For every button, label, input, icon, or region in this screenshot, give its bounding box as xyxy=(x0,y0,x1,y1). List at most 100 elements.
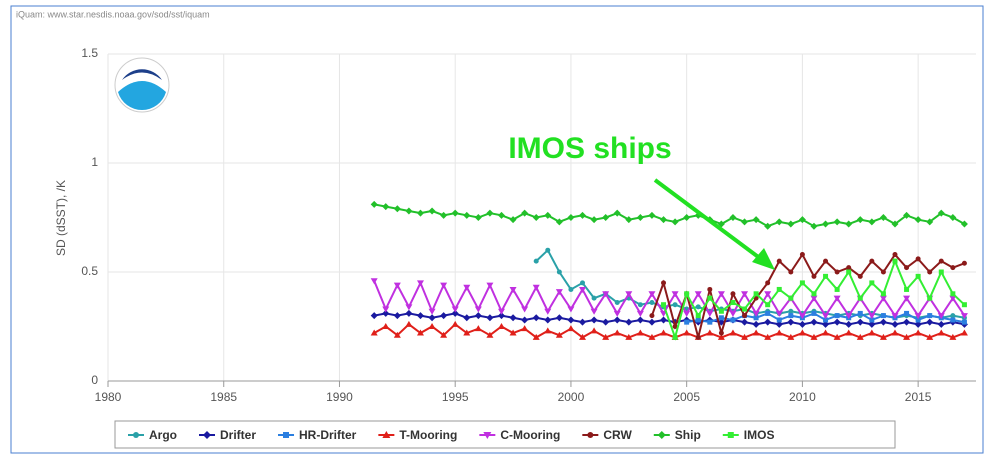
marker xyxy=(661,280,667,286)
marker xyxy=(742,306,748,312)
marker xyxy=(684,319,690,325)
marker xyxy=(625,291,633,298)
legend-marker xyxy=(727,432,734,438)
marker xyxy=(672,302,678,308)
marker xyxy=(393,205,401,213)
marker xyxy=(555,218,563,226)
marker xyxy=(937,313,945,320)
marker xyxy=(834,286,840,292)
marker xyxy=(545,247,551,253)
marker xyxy=(833,318,841,326)
legend-label[interactable]: IMOS xyxy=(744,428,775,442)
marker xyxy=(370,312,378,320)
x-tick-label: 2015 xyxy=(905,390,932,404)
marker xyxy=(891,320,899,328)
marker xyxy=(961,260,967,266)
marker xyxy=(579,286,587,293)
marker xyxy=(857,273,863,279)
marker xyxy=(486,209,494,217)
marker xyxy=(741,218,749,226)
marker xyxy=(579,211,587,219)
marker xyxy=(661,302,667,308)
marker xyxy=(509,286,517,293)
marker xyxy=(625,216,633,224)
marker xyxy=(694,291,702,298)
marker xyxy=(486,282,494,289)
x-tick-label: 1990 xyxy=(326,390,353,404)
marker xyxy=(822,320,830,328)
legend-marker xyxy=(133,432,139,438)
marker xyxy=(509,314,517,322)
marker xyxy=(521,306,529,313)
marker xyxy=(810,222,818,230)
legend-label[interactable]: Ship xyxy=(675,428,701,442)
marker xyxy=(416,280,424,287)
marker xyxy=(765,302,771,308)
marker xyxy=(846,269,852,275)
marker xyxy=(497,211,505,219)
legend-marker xyxy=(657,431,666,439)
marker xyxy=(602,333,610,340)
marker xyxy=(798,329,806,336)
marker xyxy=(960,220,968,228)
marker xyxy=(567,325,575,332)
marker xyxy=(775,310,783,317)
marker xyxy=(741,318,749,326)
marker xyxy=(961,319,967,325)
marker xyxy=(799,280,805,286)
legend-label[interactable]: T-Mooring xyxy=(399,428,457,442)
marker xyxy=(915,256,921,262)
noaa-logo xyxy=(114,57,170,113)
marker xyxy=(533,258,539,264)
marker xyxy=(717,291,725,298)
marker xyxy=(532,333,540,340)
marker xyxy=(602,214,610,221)
legend-marker xyxy=(587,432,594,438)
marker xyxy=(903,295,911,302)
y-tick-label: 1 xyxy=(91,155,98,169)
marker xyxy=(660,329,668,336)
marker xyxy=(648,291,656,298)
marker xyxy=(914,329,922,336)
marker xyxy=(683,214,691,221)
legend-label[interactable]: HR-Drifter xyxy=(299,428,357,442)
marker xyxy=(775,329,783,336)
marker xyxy=(904,286,910,292)
marker xyxy=(440,211,448,219)
marker xyxy=(752,329,760,336)
marker xyxy=(938,258,944,264)
marker xyxy=(497,308,505,315)
marker xyxy=(834,269,840,275)
marker xyxy=(823,317,829,323)
marker xyxy=(579,318,587,326)
marker xyxy=(382,323,390,329)
marker xyxy=(590,327,598,334)
marker xyxy=(683,329,691,336)
marker xyxy=(950,265,956,271)
marker xyxy=(798,216,806,224)
marker xyxy=(509,216,517,224)
marker xyxy=(474,306,482,313)
marker xyxy=(636,310,644,317)
marker xyxy=(509,329,517,336)
legend-marker xyxy=(203,431,211,439)
series-line xyxy=(651,252,965,338)
marker xyxy=(903,318,911,326)
marker xyxy=(648,211,656,219)
marker xyxy=(833,333,841,340)
marker xyxy=(741,291,749,298)
marker xyxy=(904,265,910,271)
marker xyxy=(497,323,505,329)
legend-label[interactable]: Argo xyxy=(149,428,177,442)
marker xyxy=(729,214,737,221)
legend-label[interactable]: C-Mooring xyxy=(500,428,560,442)
marker xyxy=(672,334,678,340)
marker xyxy=(370,329,378,336)
marker xyxy=(752,310,760,317)
legend-label[interactable]: CRW xyxy=(603,428,632,442)
marker xyxy=(486,314,494,322)
legend-label[interactable]: Drifter xyxy=(220,428,256,442)
marker xyxy=(787,318,795,326)
marker xyxy=(810,295,818,302)
marker xyxy=(707,295,713,301)
